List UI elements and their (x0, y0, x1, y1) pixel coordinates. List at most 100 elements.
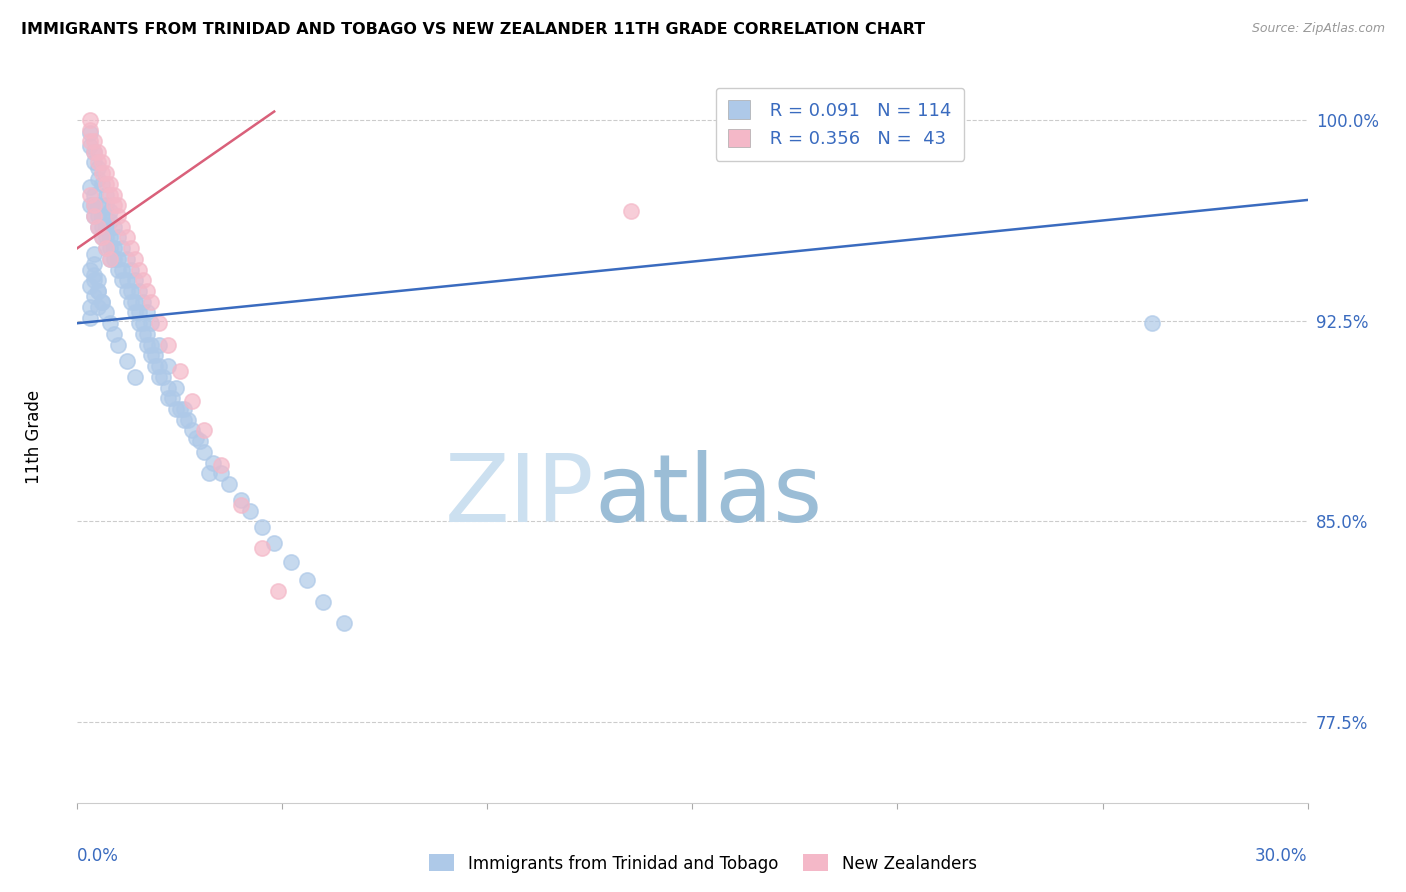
Point (79, 123, 101, 137)
Text: atlas: atlas (595, 450, 823, 541)
Point (160, 391, 183, 405)
Point (132, 273, 155, 287)
Point (90, 155, 114, 169)
Point (87, 171, 110, 186)
Point (250, 520, 273, 534)
Point (120, 284, 142, 298)
Point (120, 294, 142, 309)
Point (173, 412, 195, 426)
Point (136, 326, 159, 341)
Text: ZIP: ZIP (444, 450, 595, 541)
Point (267, 584, 290, 599)
Point (115, 273, 138, 287)
Point (83, 289, 105, 303)
Point (87, 155, 110, 169)
Point (83, 273, 105, 287)
Point (156, 337, 179, 351)
Point (115, 230, 138, 244)
Point (79, 262, 101, 277)
Point (87, 161, 110, 175)
Point (98, 316, 121, 330)
Point (620, 203, 643, 218)
Point (103, 187, 125, 202)
Point (83, 209, 105, 223)
Point (120, 241, 142, 255)
Point (103, 326, 125, 341)
Point (90, 294, 114, 309)
Point (83, 268, 105, 282)
Point (263, 536, 285, 550)
Point (231, 499, 253, 513)
Point (98, 252, 121, 266)
Point (79, 198, 101, 212)
Point (87, 219, 110, 234)
Point (83, 145, 105, 159)
Point (124, 273, 146, 287)
Point (98, 241, 121, 255)
Point (128, 262, 150, 277)
Point (295, 574, 318, 588)
Point (83, 198, 105, 212)
Point (107, 252, 129, 266)
Point (177, 412, 200, 426)
Point (94, 166, 117, 180)
Point (79, 134, 101, 148)
Point (79, 179, 101, 194)
Point (87, 284, 110, 298)
Point (94, 219, 117, 234)
Point (83, 134, 105, 148)
Point (94, 198, 117, 212)
Point (132, 294, 155, 309)
Point (90, 230, 114, 244)
Point (165, 380, 187, 394)
Point (280, 555, 302, 569)
Point (83, 257, 105, 271)
Point (115, 353, 138, 368)
Point (115, 284, 138, 298)
Point (209, 458, 232, 473)
Point (312, 595, 335, 609)
Text: Source: ZipAtlas.com: Source: ZipAtlas.com (1251, 22, 1385, 36)
Point (186, 432, 208, 446)
Point (98, 177, 121, 191)
Point (128, 284, 150, 298)
Point (124, 305, 146, 319)
Point (103, 198, 125, 212)
Point (83, 155, 105, 169)
Point (124, 369, 146, 384)
Point (94, 305, 117, 319)
Point (111, 241, 134, 255)
Point (132, 316, 155, 330)
Point (128, 316, 150, 330)
Point (1140, 316, 1163, 330)
Point (83, 145, 105, 159)
Point (141, 316, 163, 330)
Point (79, 112, 101, 127)
Point (156, 391, 179, 405)
Legend:  R = 0.091   N = 114,  R = 0.356   N =  43: R = 0.091 N = 114, R = 0.356 N = 43 (716, 87, 965, 161)
Point (79, 310, 101, 325)
Point (115, 252, 138, 266)
Point (148, 316, 170, 330)
Point (156, 380, 179, 394)
Point (79, 278, 101, 293)
Point (87, 219, 110, 234)
Point (90, 219, 114, 234)
Point (152, 369, 174, 384)
Point (333, 616, 356, 631)
Point (141, 294, 163, 309)
Text: 30.0%: 30.0% (1256, 847, 1308, 864)
Point (124, 294, 146, 309)
Point (94, 241, 117, 255)
Point (239, 504, 262, 518)
Point (107, 262, 129, 277)
Point (98, 252, 121, 266)
Point (94, 177, 117, 191)
Point (124, 252, 146, 266)
Point (83, 246, 105, 260)
Point (103, 252, 125, 266)
Point (98, 214, 121, 228)
Point (231, 493, 253, 508)
Point (141, 337, 163, 351)
Point (111, 262, 134, 277)
